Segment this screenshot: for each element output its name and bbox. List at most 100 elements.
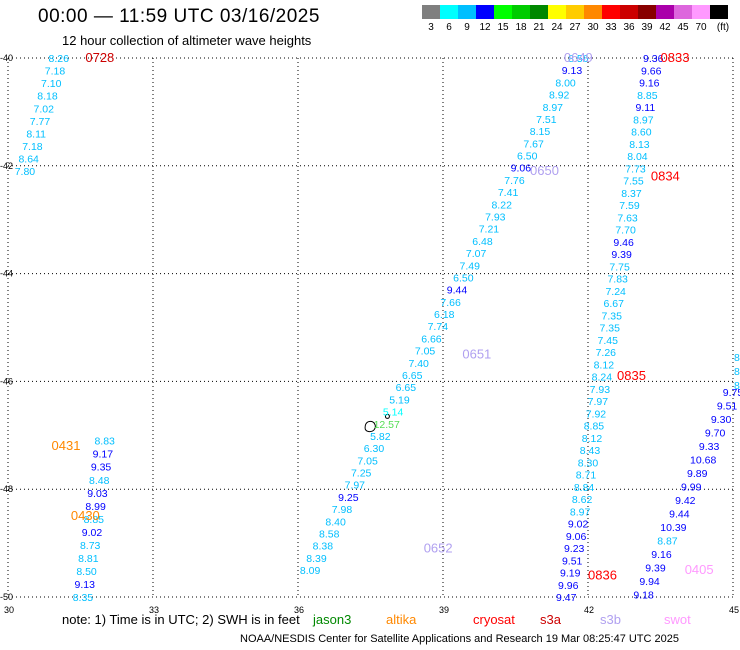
legend-swatch (422, 5, 440, 19)
wave-height-label: 9.35 (91, 462, 112, 474)
legend-label: 15 (497, 22, 509, 33)
legend-swatch (530, 5, 548, 19)
legend-label: 21 (533, 22, 545, 33)
wave-height-label: 9.51 (562, 555, 583, 567)
wave-height-label: 8.87 (657, 535, 678, 547)
legend-label: 6 (446, 22, 452, 33)
legend-swatch (440, 5, 458, 19)
legend-label: 36 (623, 22, 635, 33)
wave-height-label: 8.00 (555, 77, 576, 89)
legend-label: 9 (464, 22, 470, 33)
legend-label: 12 (479, 22, 491, 33)
wave-height-label: 8.43 (580, 445, 601, 457)
wave-height-label: 7.75 (609, 261, 630, 273)
wave-height-label: 8.12 (594, 359, 615, 371)
wave-height-label: 8.85 (84, 514, 105, 526)
wave-height-label: 6.65 (396, 382, 417, 394)
wave-height-label: 9.51 (717, 401, 738, 413)
wave-height-label: 10.39 (660, 522, 686, 534)
legend-swatch (602, 5, 620, 19)
x-tick-label: 36 (294, 605, 304, 615)
wave-height-label: 8 (734, 366, 740, 378)
wave-height-label: 9.39 (611, 249, 632, 261)
wave-height-label: 7.18 (22, 141, 43, 153)
wave-height-label: 7.51 (536, 114, 557, 126)
satellite-key-item: cryosat (473, 612, 515, 627)
wave-height-label: 9.03 (87, 488, 108, 500)
wave-height-label: 8.97 (570, 506, 591, 518)
footer-credit: NOAA/NESDIS Center for Satellite Applica… (240, 633, 680, 645)
legend-label: 42 (659, 22, 671, 33)
wave-height-label: 8 (734, 352, 740, 364)
legend-label: 24 (551, 22, 563, 33)
wave-height-label: 7.45 (598, 335, 619, 347)
wave-height-label: 8.24 (592, 372, 613, 384)
wave-height-label: 8.56 (568, 53, 589, 65)
pass-time-label: 0834 (651, 169, 680, 184)
legend-label: 39 (641, 22, 653, 33)
wave-height-label: 8.22 (491, 199, 512, 211)
wave-height-label: 7.70 (615, 225, 636, 237)
wave-height-label: 8.13 (629, 139, 650, 151)
wave-height-label: 9.47 (556, 592, 577, 604)
wave-height-label: 8.73 (80, 540, 101, 552)
wave-height-label: 6.50 (453, 272, 474, 284)
wave-height-label: 9.06 (566, 531, 587, 543)
pass-time-label: 0405 (685, 562, 714, 577)
wave-height-label: 9.89 (687, 468, 708, 480)
legend-swatch (710, 5, 728, 19)
island-outline (384, 413, 390, 419)
y-tick-label: -42 (0, 161, 13, 171)
x-tick-label: 30 (4, 605, 14, 615)
wave-height-label: 7.05 (357, 455, 378, 467)
legend-swatch (620, 5, 638, 19)
y-tick-label: -46 (0, 376, 13, 386)
wave-height-label: 8.58 (319, 528, 340, 540)
wave-height-label: 7.05 (415, 346, 436, 358)
wave-height-label: 9.13 (562, 65, 583, 77)
wave-height-label: 8.40 (325, 516, 346, 528)
y-tick-label: -40 (0, 53, 13, 63)
wave-height-label: 7.92 (586, 408, 607, 420)
wave-height-label: 9.94 (639, 576, 660, 588)
wave-height-label: 8.97 (543, 102, 564, 114)
legend-swatch (656, 5, 674, 19)
wave-height-label: 7.98 (332, 504, 353, 516)
wave-height-label: 7.93 (485, 211, 506, 223)
legend-label: 70 (695, 22, 707, 33)
wave-height-label: 7.40 (408, 358, 429, 370)
x-tick-label: 39 (439, 605, 449, 615)
wave-height-label: 7.74 (428, 321, 449, 333)
wave-height-label: 7.80 (15, 166, 36, 178)
wave-height-label: 9.36 (643, 53, 664, 65)
wave-height-label: 8.38 (313, 541, 334, 553)
wave-height-label: 8.85 (584, 421, 605, 433)
wave-height-label: 8.60 (631, 127, 652, 139)
wave-height-label: 6.66 (421, 333, 442, 345)
y-tick-label: -44 (0, 269, 13, 279)
wave-height-label: 8.26 (49, 53, 70, 65)
wave-height-label: 7.07 (466, 248, 487, 260)
legend-swatch (692, 5, 710, 19)
wave-height-label: 7.97 (345, 480, 366, 492)
x-tick-label: 33 (149, 605, 159, 615)
legend-swatch (674, 5, 692, 19)
wave-height-label: 7.67 (523, 138, 544, 150)
wave-height-label: 6.30 (364, 443, 385, 455)
wave-height-label: 8.18 (37, 91, 58, 103)
legend-label: 45 (677, 22, 689, 33)
wave-height-label: 9.19 (560, 568, 581, 580)
legend-swatch (548, 5, 566, 19)
wave-height-label: 7.76 (504, 175, 525, 187)
legend-label: 33 (605, 22, 617, 33)
wave-height-label: 8.97 (633, 114, 654, 126)
wave-height-label: 8.71 (576, 470, 597, 482)
wave-height-label: 7.63 (617, 212, 638, 224)
footer-note: note: 1) Time is in UTC; 2) SWH is in fe… (62, 612, 300, 627)
wave-height-label: 9.66 (641, 65, 662, 77)
satellite-key-item: s3b (600, 612, 621, 627)
wave-height-label: 9.06 (511, 163, 532, 175)
wave-height-label: 7.41 (498, 187, 519, 199)
wave-height-label: 5.82 (370, 431, 391, 443)
